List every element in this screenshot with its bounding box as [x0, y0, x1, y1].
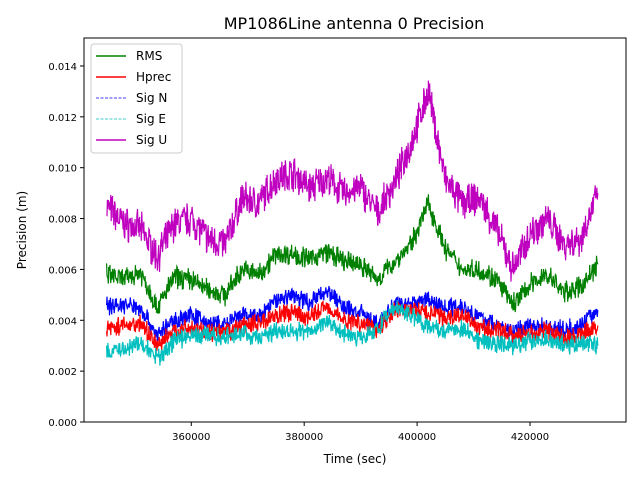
y-tick-label: 0.010	[48, 164, 77, 175]
series-line-sig-e	[106, 299, 599, 366]
y-axis-label: Precision (m)	[15, 191, 29, 269]
legend-label: Hprec	[136, 70, 171, 84]
y-tick-label: 0.000	[48, 418, 77, 429]
y-tick-label: 0.006	[48, 265, 77, 276]
y-tick-label: 0.014	[48, 62, 77, 73]
series-line-rms	[106, 194, 599, 314]
y-tick-label: 0.008	[48, 215, 77, 226]
x-axis: 360000 380000 400000 420000	[172, 422, 549, 443]
x-tick-label: 400000	[398, 432, 436, 443]
legend-label: RMS	[136, 49, 162, 63]
legend-label: Sig U	[136, 133, 167, 147]
y-tick-label: 0.012	[48, 113, 77, 124]
series-line-sig-n	[106, 285, 599, 345]
y-tick-label: 0.002	[48, 367, 77, 378]
legend-label: Sig E	[136, 112, 166, 126]
series-line-sig-u	[106, 80, 599, 282]
x-tick-label: 380000	[285, 432, 323, 443]
legend: RMS Hprec Sig N Sig E Sig U	[90, 43, 183, 154]
series-lines	[106, 80, 599, 366]
x-tick-label: 360000	[172, 432, 210, 443]
axes-frame	[83, 37, 627, 423]
chart-title: MP1086Line antenna 0 Precision	[224, 14, 485, 33]
y-axis: 0.000 0.002 0.004 0.006 0.008 0.010 0.012 0.014	[48, 62, 84, 429]
x-tick-label: 420000	[511, 432, 549, 443]
series-line-hprec	[106, 300, 599, 354]
y-tick-label: 0.004	[48, 316, 77, 327]
legend-label: Sig N	[136, 91, 167, 105]
x-axis-label: Time (sec)	[323, 452, 387, 466]
legend-box	[90, 43, 183, 154]
